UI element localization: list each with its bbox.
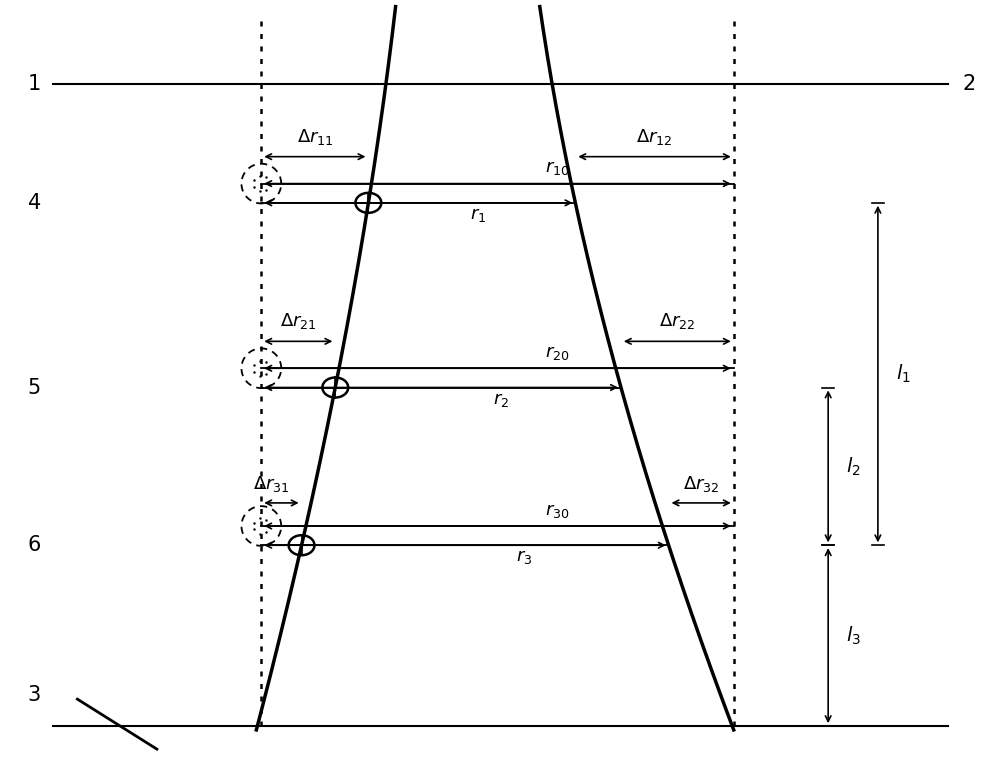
Text: $r_{30}$: $r_{30}$ — [545, 502, 569, 520]
Text: $\Delta r_{12}$: $\Delta r_{12}$ — [636, 126, 673, 146]
Text: 4: 4 — [28, 193, 41, 213]
Text: $r_{20}$: $r_{20}$ — [545, 344, 569, 362]
Text: $r_{10}$: $r_{10}$ — [545, 160, 569, 177]
Text: 5: 5 — [28, 377, 41, 398]
Text: $\Delta r_{22}$: $\Delta r_{22}$ — [659, 312, 696, 332]
Text: $r_2$: $r_2$ — [493, 391, 509, 408]
Text: 2: 2 — [962, 74, 976, 94]
Text: $r_3$: $r_3$ — [516, 549, 533, 567]
Text: $\Delta r_{32}$: $\Delta r_{32}$ — [683, 474, 719, 494]
Text: $\Delta r_{11}$: $\Delta r_{11}$ — [297, 126, 333, 146]
Text: $\Delta r_{31}$: $\Delta r_{31}$ — [253, 474, 290, 494]
Text: 3: 3 — [28, 685, 41, 705]
Text: $r_1$: $r_1$ — [470, 206, 486, 224]
Text: $l_3$: $l_3$ — [846, 625, 861, 647]
Text: 6: 6 — [28, 536, 41, 555]
Text: 1: 1 — [28, 74, 41, 94]
Text: $l_1$: $l_1$ — [896, 363, 911, 385]
Text: $l_2$: $l_2$ — [846, 455, 861, 477]
Text: $\Delta r_{21}$: $\Delta r_{21}$ — [280, 312, 317, 332]
